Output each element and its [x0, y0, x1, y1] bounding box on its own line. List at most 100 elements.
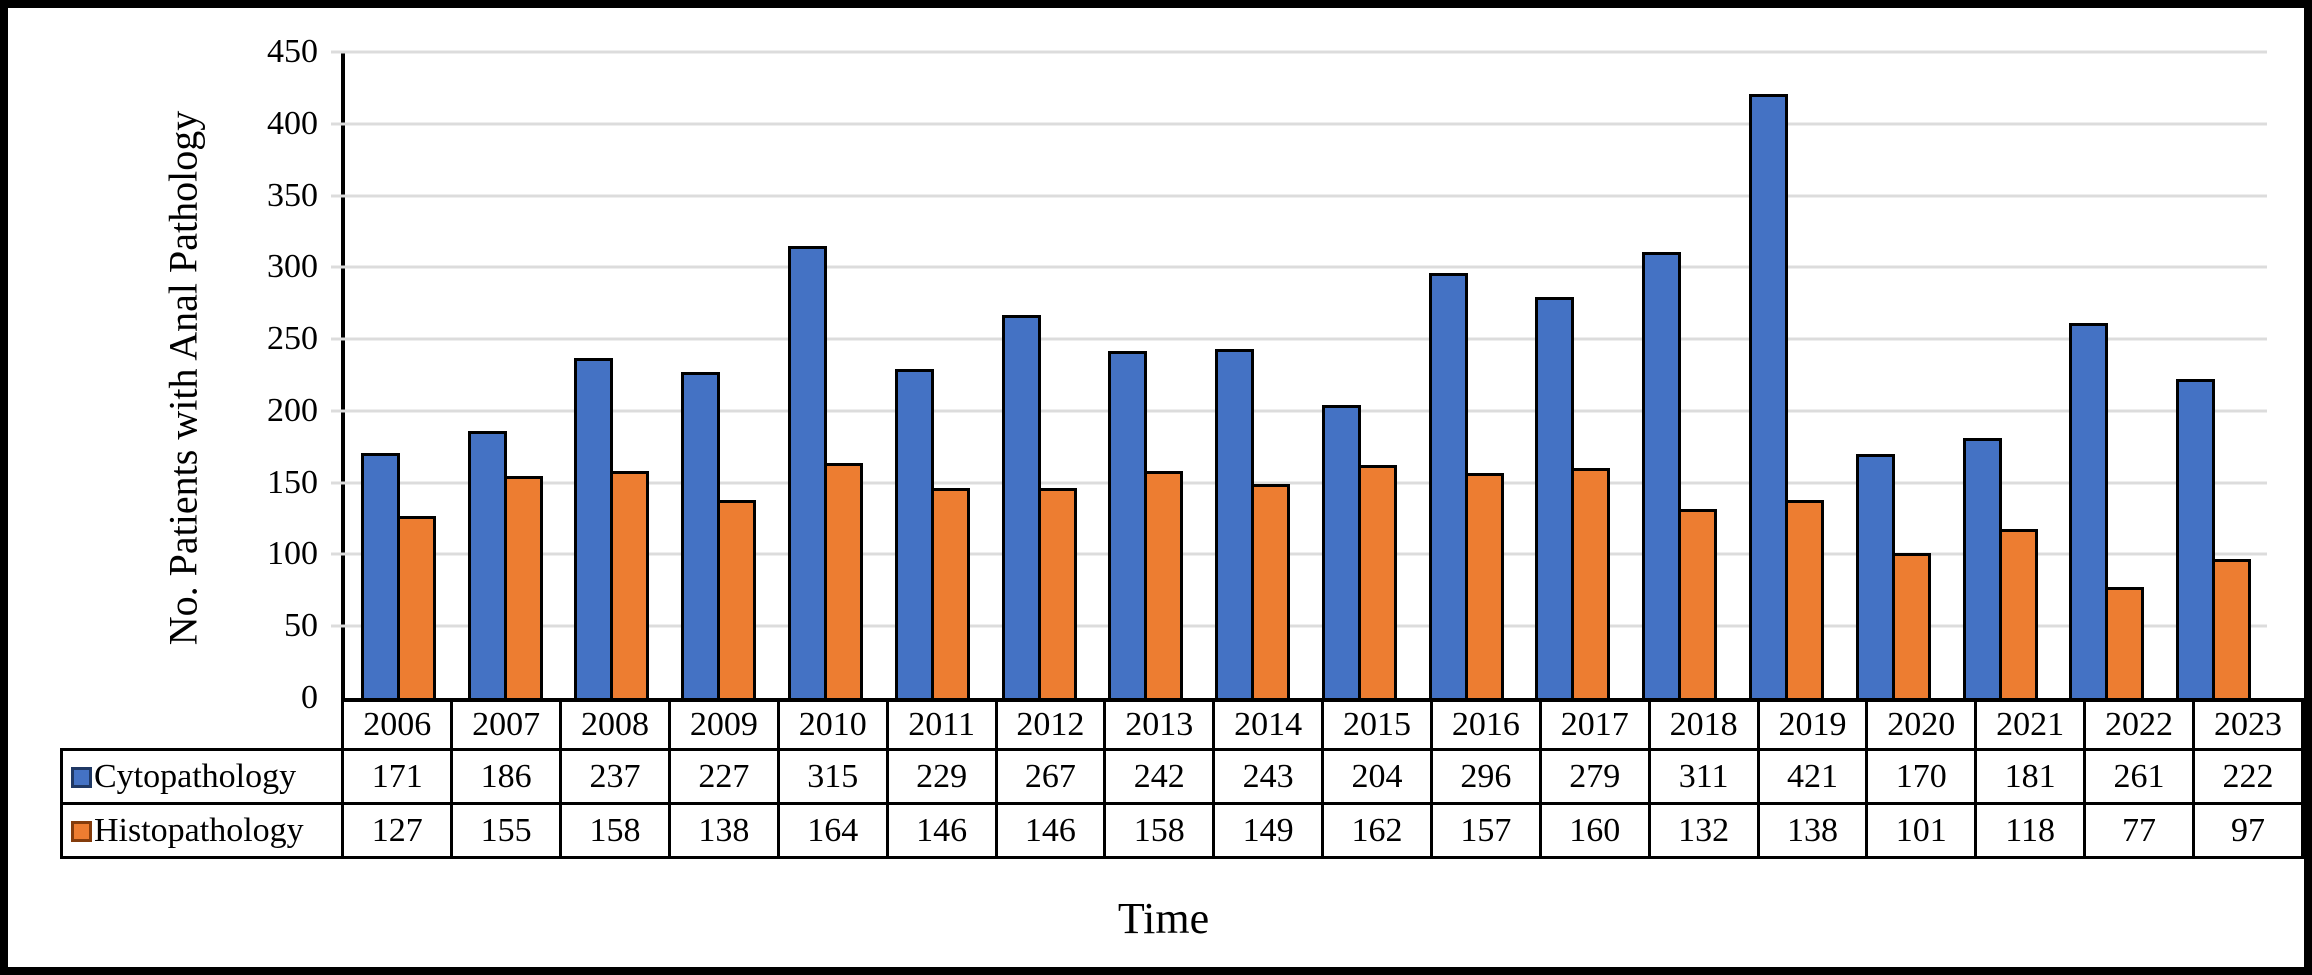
- year-cell-2013: 2013: [1103, 698, 1216, 751]
- y-tick-label-300: 300: [267, 248, 318, 286]
- value-cell-histopathology-2020: 101: [1865, 802, 1978, 859]
- legend-swatch-icon-histopathology: [71, 820, 92, 842]
- value-cell-histopathology-2008: 158: [559, 802, 671, 859]
- bar-cytopathology-2016: [1428, 273, 1468, 698]
- bar-histopathology-2021: [1998, 528, 2038, 698]
- bar-cytopathology-2011: [894, 369, 934, 698]
- value-cell-histopathology-2009: 138: [667, 802, 780, 859]
- year-cell-2006: 2006: [341, 698, 454, 751]
- gridline-350: [331, 194, 2267, 198]
- y-axis-tick-labels: 450 400 350 300 250 200 150 100 50 0: [158, 35, 318, 715]
- bar-group-2008: [559, 52, 666, 698]
- value-cell-histopathology-2017: 160: [1538, 802, 1651, 859]
- legend-label-cytopathology: Cytopathology: [94, 757, 297, 795]
- value-cell-cytopathology-2015: 204: [1321, 748, 1433, 805]
- gridline-150: [331, 481, 2267, 485]
- year-cell-2018: 2018: [1647, 698, 1760, 751]
- value-cell-histopathology-2023: 97: [2191, 802, 2304, 859]
- plot-area: [331, 50, 2267, 698]
- bar-histopathology-2014: [1251, 484, 1291, 698]
- bar-group-2009: [665, 52, 772, 698]
- bar-histopathology-2018: [1678, 508, 1718, 698]
- data-table: 2006 2007 2008 2009 2010 2011 2012 2013 2014 2015…: [59, 698, 2304, 859]
- bar-histopathology-2010: [824, 462, 864, 698]
- bar-cytopathology-2010: [788, 245, 828, 698]
- year-cell-2008: 2008: [559, 698, 671, 751]
- bar-group-2015: [1306, 52, 1413, 698]
- bar-group-2011: [879, 52, 986, 698]
- bar-cytopathology-2007: [467, 431, 507, 698]
- bar-cytopathology-2020: [1855, 453, 1895, 698]
- y-tick-label-150: 150: [267, 463, 318, 501]
- value-cell-cytopathology-2022: 261: [2083, 748, 2195, 805]
- bar-cytopathology-2023: [2176, 379, 2216, 698]
- value-cell-histopathology-2016: 157: [1429, 802, 1542, 859]
- value-cell-histopathology-2012: 146: [994, 802, 1107, 859]
- value-cell-cytopathology-2012: 267: [994, 748, 1107, 805]
- value-cell-cytopathology-2008: 237: [559, 748, 671, 805]
- year-cell-2011: 2011: [885, 698, 998, 751]
- value-cell-cytopathology-2020: 170: [1865, 748, 1978, 805]
- bar-cytopathology-2022: [2069, 323, 2109, 698]
- year-cell-2016: 2016: [1429, 698, 1542, 751]
- value-cell-histopathology-2022: 77: [2083, 802, 2195, 859]
- value-cell-cytopathology-2009: 227: [667, 748, 780, 805]
- bar-cytopathology-2006: [360, 452, 400, 698]
- gridline-200: [331, 409, 2267, 413]
- value-cell-cytopathology-2007: 186: [450, 748, 563, 805]
- bar-group-2016: [1413, 52, 1520, 698]
- bar-group-2017: [1520, 52, 1627, 698]
- bar-group-2007: [452, 52, 559, 698]
- value-cell-histopathology-2014: 149: [1212, 802, 1325, 859]
- bar-histopathology-2006: [396, 515, 436, 698]
- bar-histopathology-2023: [2212, 558, 2252, 698]
- y-tick-label-350: 350: [267, 176, 318, 214]
- bar-group-2013: [1092, 52, 1199, 698]
- gridline-50: [331, 624, 2267, 628]
- year-cell-2015: 2015: [1321, 698, 1433, 751]
- year-cell-2007: 2007: [450, 698, 563, 751]
- bar-group-2012: [986, 52, 1093, 698]
- y-tick-label-100: 100: [267, 535, 318, 573]
- value-cell-histopathology-2015: 162: [1321, 802, 1433, 859]
- value-cell-histopathology-2006: 127: [341, 802, 454, 859]
- y-tick-label-200: 200: [267, 391, 318, 429]
- legend-swatch-icon-cytopathology: [71, 766, 92, 788]
- value-cell-histopathology-2011: 146: [885, 802, 998, 859]
- year-cell-2022: 2022: [2083, 698, 2195, 751]
- y-tick-label-450: 450: [267, 33, 318, 70]
- value-cell-histopathology-2019: 138: [1756, 802, 1869, 859]
- gridline-450: [331, 50, 2267, 54]
- year-cell-2012: 2012: [994, 698, 1107, 751]
- bar-group-2018: [1626, 52, 1733, 698]
- value-cell-histopathology-2018: 132: [1647, 802, 1760, 859]
- value-cell-cytopathology-2019: 421: [1756, 748, 1869, 805]
- bar-cytopathology-2012: [1001, 314, 1041, 698]
- bar-cytopathology-2018: [1642, 251, 1682, 698]
- bar-group-2014: [1199, 52, 1306, 698]
- year-cell-2014: 2014: [1212, 698, 1325, 751]
- x-axis-title: Time: [1117, 894, 1210, 943]
- legend-cell-histopathology: Histopathology: [59, 802, 345, 859]
- table-year-row: 2006 2007 2008 2009 2010 2011 2012 2013 2014 2015…: [62, 698, 2304, 751]
- value-cell-histopathology-2007: 155: [450, 802, 563, 859]
- bar-cytopathology-2017: [1535, 297, 1575, 698]
- gridline-250: [331, 337, 2267, 341]
- value-cell-cytopathology-2010: 315: [776, 748, 889, 805]
- bar-group-2023: [2160, 52, 2267, 698]
- bar-histopathology-2022: [2105, 587, 2145, 698]
- year-cell-2010: 2010: [776, 698, 889, 751]
- bar-group-2019: [1733, 52, 1840, 698]
- y-tick-label-50: 50: [284, 607, 318, 645]
- bar-group-2022: [2054, 52, 2161, 698]
- bars-layer: [345, 52, 2267, 698]
- y-tick-label-250: 250: [267, 320, 318, 358]
- gridline-400: [331, 122, 2267, 126]
- year-cell-2017: 2017: [1538, 698, 1651, 751]
- bar-histopathology-2017: [1571, 468, 1611, 698]
- y-tick-label-400: 400: [267, 104, 318, 142]
- bar-group-2010: [772, 52, 879, 698]
- value-cell-cytopathology-2018: 311: [1647, 748, 1760, 805]
- bar-histopathology-2011: [930, 488, 970, 698]
